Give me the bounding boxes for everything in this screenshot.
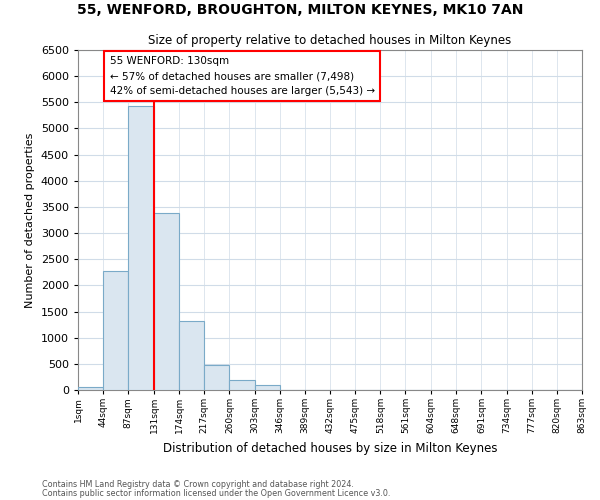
Bar: [103, 270, 128, 390]
Text: Contains public sector information licensed under the Open Government Licence v3: Contains public sector information licen…: [42, 488, 391, 498]
Text: 55 WENFORD: 130sqm
← 57% of detached houses are smaller (7,498)
42% of semi-deta: 55 WENFORD: 130sqm ← 57% of detached hou…: [110, 56, 374, 96]
Bar: [179, 321, 204, 390]
Bar: [204, 365, 229, 390]
Bar: [154, 213, 179, 390]
Y-axis label: Number of detached properties: Number of detached properties: [25, 132, 35, 308]
Text: Contains HM Land Registry data © Crown copyright and database right 2024.: Contains HM Land Registry data © Crown c…: [42, 480, 354, 489]
X-axis label: Distribution of detached houses by size in Milton Keynes: Distribution of detached houses by size …: [163, 442, 497, 454]
Bar: [128, 106, 154, 390]
Bar: [229, 380, 254, 390]
Bar: [78, 387, 103, 390]
Bar: [254, 386, 280, 390]
Text: 55, WENFORD, BROUGHTON, MILTON KEYNES, MK10 7AN: 55, WENFORD, BROUGHTON, MILTON KEYNES, M…: [77, 2, 523, 16]
Title: Size of property relative to detached houses in Milton Keynes: Size of property relative to detached ho…: [148, 34, 512, 48]
